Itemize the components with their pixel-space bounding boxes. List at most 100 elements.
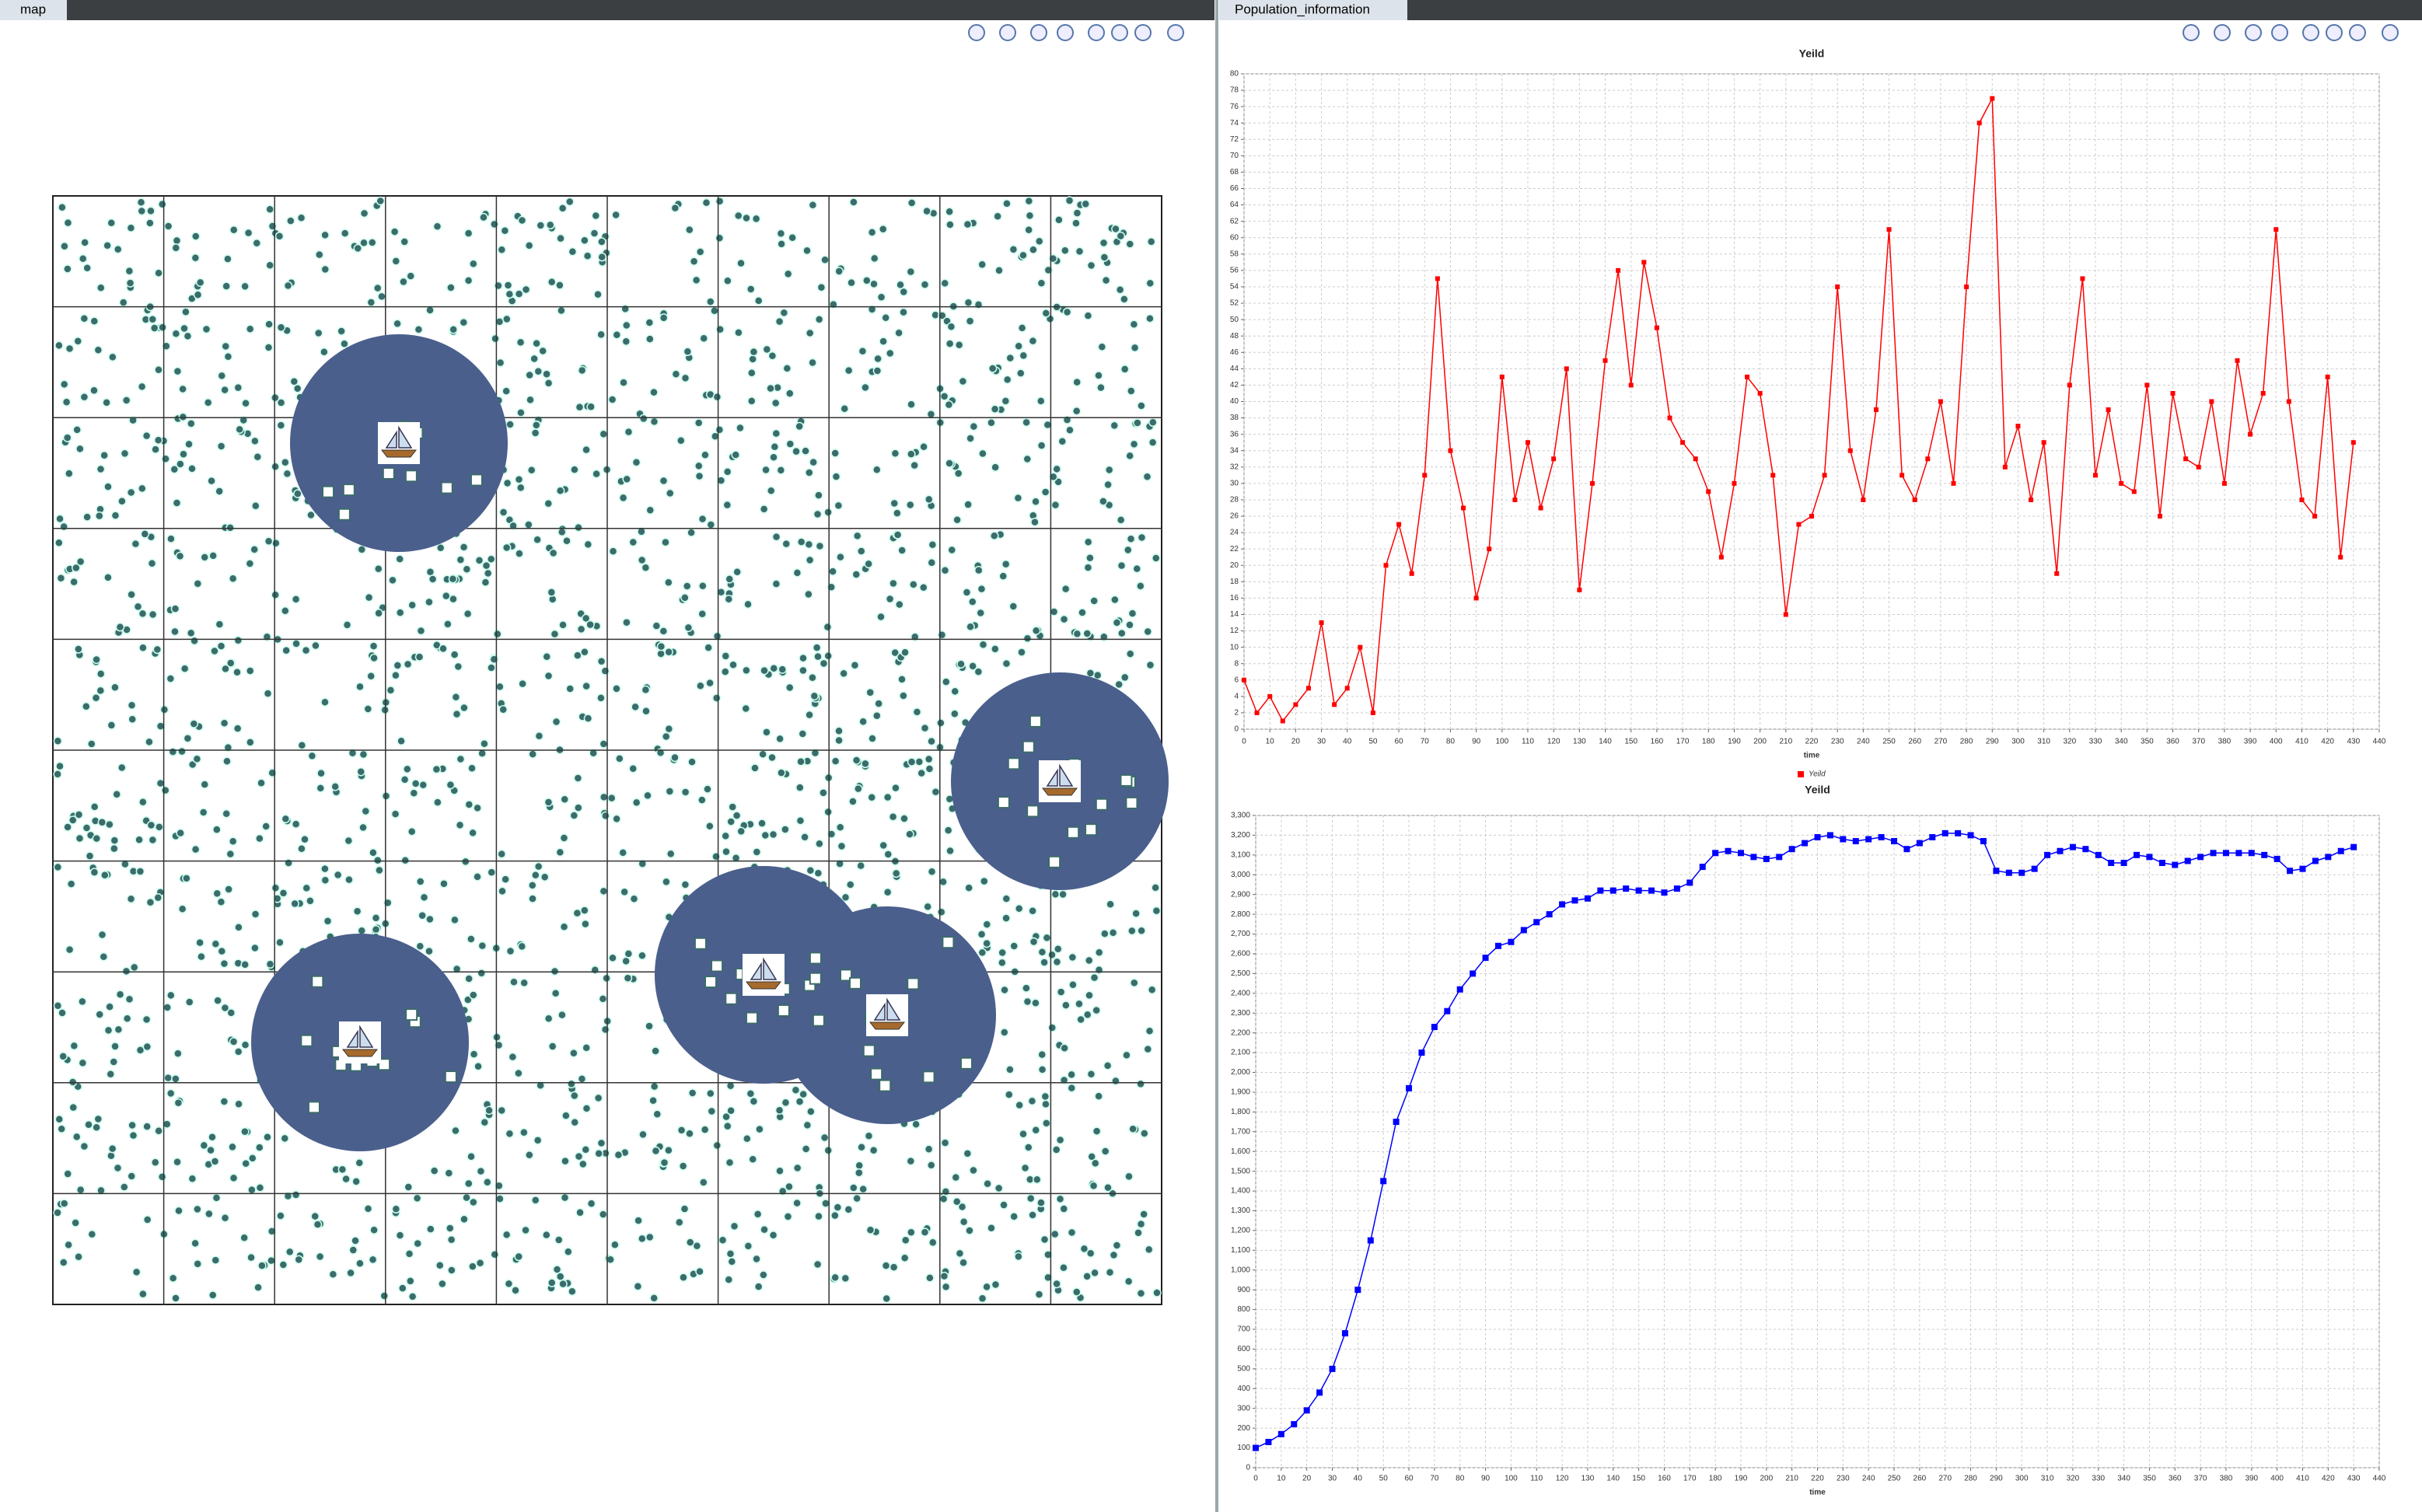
fish <box>464 974 474 983</box>
fish <box>622 320 631 330</box>
fish <box>896 280 905 290</box>
fish <box>612 684 621 693</box>
fish <box>732 567 742 577</box>
x-tick-label: 160 <box>1651 738 1664 746</box>
plot-area <box>1255 815 2380 1468</box>
fish <box>753 296 764 306</box>
fish <box>497 245 507 255</box>
fish <box>536 221 546 230</box>
toolbar-button[interactable] <box>2271 24 2288 41</box>
toolbar-button[interactable] <box>2214 24 2231 41</box>
fish <box>64 1240 73 1250</box>
fish <box>1134 1228 1143 1238</box>
fish <box>580 906 589 915</box>
fish <box>1022 454 1033 464</box>
x-tick-label: 150 <box>1632 1475 1645 1483</box>
fish <box>1129 439 1139 449</box>
fish <box>250 910 260 919</box>
toolbar-button[interactable] <box>1088 24 1105 41</box>
fish <box>834 501 844 511</box>
fish <box>792 568 802 578</box>
fish <box>823 508 833 517</box>
fish <box>631 702 640 712</box>
fish <box>391 1204 401 1214</box>
toolbar-button[interactable] <box>2326 24 2343 41</box>
fish <box>945 459 954 468</box>
toolbar-button[interactable] <box>999 24 1016 41</box>
toolbar-button[interactable] <box>968 24 985 41</box>
fish <box>514 474 524 484</box>
fish <box>976 608 985 618</box>
fish <box>145 898 156 907</box>
x-tick-label: 230 <box>1831 738 1844 746</box>
fish <box>200 553 209 562</box>
x-tick-label: 260 <box>1913 1475 1927 1483</box>
toolbar-button[interactable] <box>1057 24 1074 41</box>
toolbar-button[interactable] <box>2302 24 2319 41</box>
fish <box>774 1105 785 1115</box>
fish <box>173 1157 182 1167</box>
map-tab[interactable] <box>0 0 67 20</box>
left-tab-bar <box>0 0 1214 20</box>
fish <box>1026 1193 1036 1203</box>
fish <box>940 566 950 575</box>
fish <box>947 545 957 555</box>
fish <box>502 386 511 396</box>
fish <box>395 608 405 617</box>
fish <box>425 946 434 956</box>
fish <box>1124 1172 1134 1182</box>
population-tab[interactable] <box>1219 0 1407 20</box>
fish <box>711 431 720 441</box>
fish <box>799 653 808 663</box>
data-point <box>2172 861 2179 868</box>
fish <box>276 398 286 407</box>
toolbar-button[interactable] <box>2349 24 2366 41</box>
data-point <box>1693 456 1698 462</box>
fish <box>699 1178 708 1187</box>
fish <box>234 1099 243 1109</box>
fish <box>118 298 128 307</box>
fish <box>1051 1145 1061 1154</box>
fish <box>597 237 606 246</box>
x-tick-label: 130 <box>1573 738 1586 746</box>
fish <box>998 958 1007 968</box>
fish <box>1061 1000 1071 1010</box>
toolbar-button[interactable] <box>1111 24 1128 41</box>
fish <box>63 218 73 228</box>
toolbar-button[interactable] <box>1167 24 1184 41</box>
fish <box>674 1217 684 1227</box>
fish <box>834 726 844 735</box>
toolbar-button[interactable] <box>1030 24 1047 41</box>
fish <box>208 551 218 560</box>
fish <box>1067 1070 1076 1080</box>
fish <box>530 428 540 438</box>
fish <box>1043 1250 1053 1259</box>
fish <box>95 511 104 521</box>
toolbar-button[interactable] <box>2183 24 2200 41</box>
fish <box>845 880 855 889</box>
data-point <box>2325 854 2332 861</box>
fish <box>1092 670 1103 680</box>
toolbar-button[interactable] <box>1134 24 1152 41</box>
data-point <box>1912 497 1917 502</box>
fish <box>671 369 681 379</box>
data-point <box>2018 869 2025 876</box>
fish <box>85 851 95 861</box>
fish <box>191 232 201 241</box>
fish <box>532 421 541 430</box>
toolbar-button[interactable] <box>2245 24 2262 41</box>
fish <box>355 682 365 692</box>
y-tick-label: 100 <box>1237 1444 1250 1452</box>
fish <box>781 539 792 549</box>
fish <box>463 276 474 285</box>
fish <box>597 252 606 262</box>
fish <box>711 852 721 861</box>
data-point <box>2170 390 2176 396</box>
y-tick-label: 34 <box>1230 446 1239 455</box>
fish <box>676 435 686 445</box>
fish <box>358 749 369 759</box>
toolbar-button[interactable] <box>2382 24 2399 41</box>
fish <box>59 379 69 389</box>
fish <box>453 662 463 672</box>
fish <box>225 849 236 859</box>
